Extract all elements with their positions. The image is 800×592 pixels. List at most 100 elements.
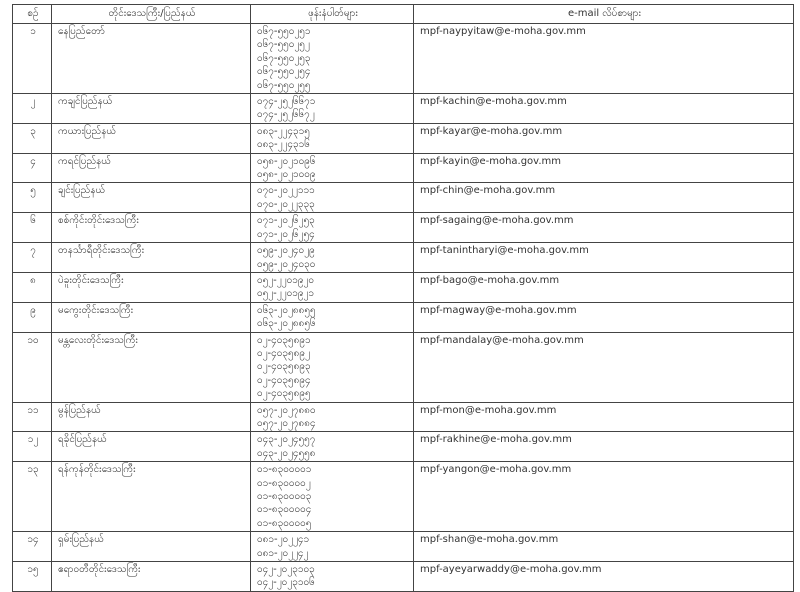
phone-list: ၀၅၂-၂၂၀၁၉၂၀ ၀၅၂-၂၂၀၁၉၂၁ xyxy=(250,271,414,303)
phone-list: ၀၈၁-၂၀၂၂၄၁ ၀၈၁-၂၀၂၂၄၂ xyxy=(250,531,414,563)
row-number: ၁၃ xyxy=(12,461,52,533)
email-address[interactable]: mpf-shan@e-moha.gov.mm xyxy=(420,534,559,546)
email-address[interactable]: mpf-bago@e-moha.gov.mm xyxy=(420,274,560,286)
phone-number: ၀၅၂-၂၂၀၁၉၂၀ xyxy=(257,274,315,286)
phone-number: ၀၁-၈၃၀၀၀၀၅ xyxy=(257,517,312,529)
header-email: e-mail လိပ်စာများ xyxy=(413,4,794,24)
email-cell: mpf-mandalay@e-moha.gov.mm xyxy=(413,331,794,403)
phone-number: ၀၇၀-၂၀၂၂၃၃၃ xyxy=(257,198,315,210)
phone-number: ၀၂-၄၀၃၅၈၉၅ xyxy=(257,388,311,400)
email-address[interactable]: mpf-yangon@e-moha.gov.mm xyxy=(420,464,572,476)
header-region: တိုင်းဒေသကြီး/ပြည်နယ် xyxy=(51,4,251,24)
email-address[interactable]: mpf-chin@e-moha.gov.mm xyxy=(420,185,556,197)
email-address[interactable]: mpf-kayin@e-moha.gov.mm xyxy=(420,155,561,167)
phone-list: ၀၅၉-၂၀၂၄၀၂၉ ၀၅၉-၂၀၂၄၀၃၀ xyxy=(250,242,414,273)
email-address[interactable]: mpf-ayeyarwaddy@e-moha.gov.mm xyxy=(420,564,602,576)
row-number: ၃ xyxy=(12,122,52,154)
phone-number: ၀၇၄-၂၅၂၆၆၇၂ xyxy=(257,109,315,121)
row-number: ၁၄ xyxy=(12,531,52,563)
region-name: ပဲခူးတိုင်းဒေသကြီး xyxy=(51,271,251,303)
row-number: ၄ xyxy=(12,152,52,184)
row-number: ၈ xyxy=(12,271,52,303)
region-name: နေပြည်တော် xyxy=(51,22,251,95)
email-cell: mpf-chin@e-moha.gov.mm xyxy=(413,182,794,214)
header-no: စဉ် xyxy=(12,4,52,24)
phone-number: ၀၇၁-၂၀၂၆၂၅၄ xyxy=(257,228,315,240)
email-address[interactable]: mpf-kayar@e-moha.gov.mm xyxy=(420,125,563,137)
table-header-row: စဉ် တိုင်းဒေသကြီး/ပြည်နယ် ဖုန်းနံပါတ်မျာ… xyxy=(12,4,794,24)
email-cell: mpf-bago@e-moha.gov.mm xyxy=(413,271,794,303)
phone-list: ၀၇၄-၂၅၂၆၆၇၁ ၀၇၄-၂၅၂၆၆၇၂ xyxy=(250,93,414,124)
row-number: ၁၂ xyxy=(12,431,52,463)
phone-list: ၀၆၃-၂၀၂၈၈၅၅ ၀၆၃-၂၀၂၈၈၅၆ xyxy=(250,301,414,333)
email-cell: mpf-shan@e-moha.gov.mm xyxy=(413,531,794,563)
phone-number: ၀၆၃-၂၀၂၈၈၅၅ xyxy=(257,304,316,316)
table-row: ၁၃ ရန်ကုန်တိုင်းဒေသကြီး ၀၁-၈၃၀၀၀၀၁ ၀၁-၈၃၀၀၀… xyxy=(12,461,794,533)
region-name: ကရင်ပြည်နယ် xyxy=(51,152,251,184)
row-number: ၂ xyxy=(12,93,52,124)
email-cell: mpf-rakhine@e-moha.gov.mm xyxy=(413,431,794,463)
phone-number: ၀၅၉-၂၀၂၄၀၃၀ xyxy=(257,258,316,270)
phone-number: ၀၈၃-၂၂၄၃၁၅ xyxy=(257,125,310,137)
email-address[interactable]: mpf-mandalay@e-moha.gov.mm xyxy=(420,334,584,346)
row-number: ၁ xyxy=(12,22,52,95)
row-number: ၉ xyxy=(12,301,52,333)
phone-number: ၀၄၃-၂၀၂၄၅၅၈ xyxy=(257,447,316,459)
row-number: ၆ xyxy=(12,212,52,244)
phone-number: ၀၁-၈၃၀၀၀၀၂ xyxy=(257,477,311,489)
email-address[interactable]: mpf-tanintharyi@e-moha.gov.mm xyxy=(420,245,589,257)
phone-number: ၀၂-၄၀၃၅၈၉၁ xyxy=(257,334,311,346)
phone-number: ၀၂-၄၀၃၅၈၉၄ xyxy=(257,374,311,386)
email-address[interactable]: mpf-magway@e-moha.gov.mm xyxy=(420,304,577,316)
email-address[interactable]: mpf-kachin@e-moha.gov.mm xyxy=(420,96,567,108)
region-name: တနင်္သာရီတိုင်းဒေသကြီး xyxy=(51,242,251,273)
region-name: ချင်းပြည်နယ် xyxy=(51,182,251,214)
phone-number: ၀၇၄-၂၅၂၆၆၇၁ xyxy=(257,96,316,108)
phone-number: ၀၆၇-၅၅၀၂၅၁ xyxy=(257,26,311,37)
table-row: ၈ပဲခူးတိုင်းဒေသကြီး ၀၅၂-၂၂၀၁၉၂၀ ၀၅၂-၂၂၀၁၉၂… xyxy=(12,271,794,303)
email-cell: mpf-mon@e-moha.gov.mm xyxy=(413,401,794,433)
email-address[interactable]: mpf-rakhine@e-moha.gov.mm xyxy=(420,434,572,446)
phone-number: ၀၂-၄၀၃၅၈၉၂ xyxy=(257,347,310,359)
email-cell: mpf-magway@e-moha.gov.mm xyxy=(413,301,794,333)
phone-number: ၀၇၁-၂၀၂၆၂၅၃ xyxy=(257,215,315,227)
region-name: ရခိုင်ပြည်နယ် xyxy=(51,431,251,463)
region-name: ရန်ကုန်တိုင်းဒေသကြီး xyxy=(51,461,251,533)
phone-number: ၀၁-၈၃၀၀၀၀၄ xyxy=(257,504,312,516)
phone-list: ၀၁-၈၃၀၀၀၀၁ ၀၁-၈၃၀၀၀၀၂ ၀၁-၈၃၀၀၀၀၃ ၀၁-၈၃၀၀၀၀၄… xyxy=(250,461,414,533)
table-row: ၃ကယားပြည်နယ် ၀၈၃-၂၂၄၃၁၅ ၀၈၃-၂၂၄၃၁၆ mpf-kaya… xyxy=(12,122,794,154)
email-cell: mpf-kayin@e-moha.gov.mm xyxy=(413,152,794,184)
phone-number: ၀၆၇-၅၅၀၂၅၅ xyxy=(257,79,311,91)
email-cell: mpf-ayeyarwaddy@e-moha.gov.mm xyxy=(413,561,794,592)
table-row: ၁၄ ရှမ်းပြည်နယ် ၀၈၁-၂၀၂၂၄၁ ၀၈၁-၂၀၂၂၄၂ mpf-sh… xyxy=(12,531,794,563)
phone-number: ၀၄၂-၂၀၂၃၁၀၆ xyxy=(257,577,315,589)
phone-number: ၀၈၁-၂၀၂၂၄၁ xyxy=(257,534,310,546)
phone-number: ၀၆၇-၅၅၀၂၅၃ xyxy=(257,52,311,64)
row-number: ၁၅ xyxy=(12,561,52,592)
table-row: ၉မကွေးတိုင်းဒေသကြီး ၀၆၃-၂၀၂၈၈၅၅ ၀၆၃-၂၀၂၈၈၅… xyxy=(12,301,794,333)
phone-number: ၀၄၃-၂၀၂၄၅၅၇ xyxy=(257,434,316,446)
email-address[interactable]: mpf-sagaing@e-moha.gov.mm xyxy=(420,215,574,227)
phone-list: ၀၆၇-၅၅၀၂၅၁ ၀၆၇-၅၅၀၂၅၂ ၀၆၇-၅၅၀၂၅၃ ၀၆၇-၅၅၀၂၅၄… xyxy=(250,22,414,95)
table-row: ၄ကရင်ပြည်နယ် ၀၅၈-၂၀၂၁၀၉၆ ၀၅၈-၂၀၂၁၀၀၉ mpf-ka… xyxy=(12,152,794,184)
phone-list: ၀၅၈-၂၀၂၁၀၉၆ ၀၅၈-၂၀၂၁၀၀၉ xyxy=(250,152,414,184)
email-cell: mpf-kayar@e-moha.gov.mm xyxy=(413,122,794,154)
region-name: ဧရာဝတီတိုင်းဒေသကြီး xyxy=(51,561,251,592)
email-address[interactable]: mpf-naypyitaw@e-moha.gov.mm xyxy=(420,26,586,37)
phone-number: ၀၁-၈၃၀၀၀၀၃ xyxy=(257,491,312,502)
table-row: ၁၂ ရခိုင်ပြည်နယ် ၀၄၃-၂၀၂၄၅၅၇ ၀၄၃-၂၀၂၄၅၅၈ mpf… xyxy=(12,431,794,463)
email-cell: mpf-tanintharyi@e-moha.gov.mm xyxy=(413,242,794,273)
row-number: ၁၁ xyxy=(12,401,52,433)
phone-list: ၀၅၇-၂၀၂၇၈၈၀ ၀၅၇-၂၀၂၇၈၈၄ xyxy=(250,401,414,433)
phone-list: ၀၇၀-၂၀၂၂၁၁၁ ၀၇၀-၂၀၂၂၃၃၃ xyxy=(250,182,414,214)
email-cell: mpf-yangon@e-moha.gov.mm xyxy=(413,461,794,533)
phone-list: ၀၈၃-၂၂၄၃၁၅ ၀၈၃-၂၂၄၃၁၆ xyxy=(250,122,414,154)
region-name: ကယားပြည်နယ် xyxy=(51,122,251,154)
police-contact-table: စဉ် တိုင်းဒေသကြီး/ပြည်နယ် ဖုန်းနံပါတ်မျာ… xyxy=(12,4,794,592)
phone-number: ၀၈၁-၂၀၂၂၄၂ xyxy=(257,547,309,559)
region-name: မန္တလေးတိုင်းဒေသကြီး xyxy=(51,331,251,403)
email-address[interactable]: mpf-mon@e-moha.gov.mm xyxy=(420,404,557,416)
phone-number: ၀၂-၄၀၃၅၈၉၃ xyxy=(257,361,311,373)
table-row: ၇တနင်္သာရီတိုင်းဒေသကြီး ၀၅၉-၂၀၂၄၀၂၉ ၀၅၉-၂၀… xyxy=(12,242,794,273)
phone-number: ၀၅၈-၂၀၂၁၀၉၆ xyxy=(257,155,316,167)
